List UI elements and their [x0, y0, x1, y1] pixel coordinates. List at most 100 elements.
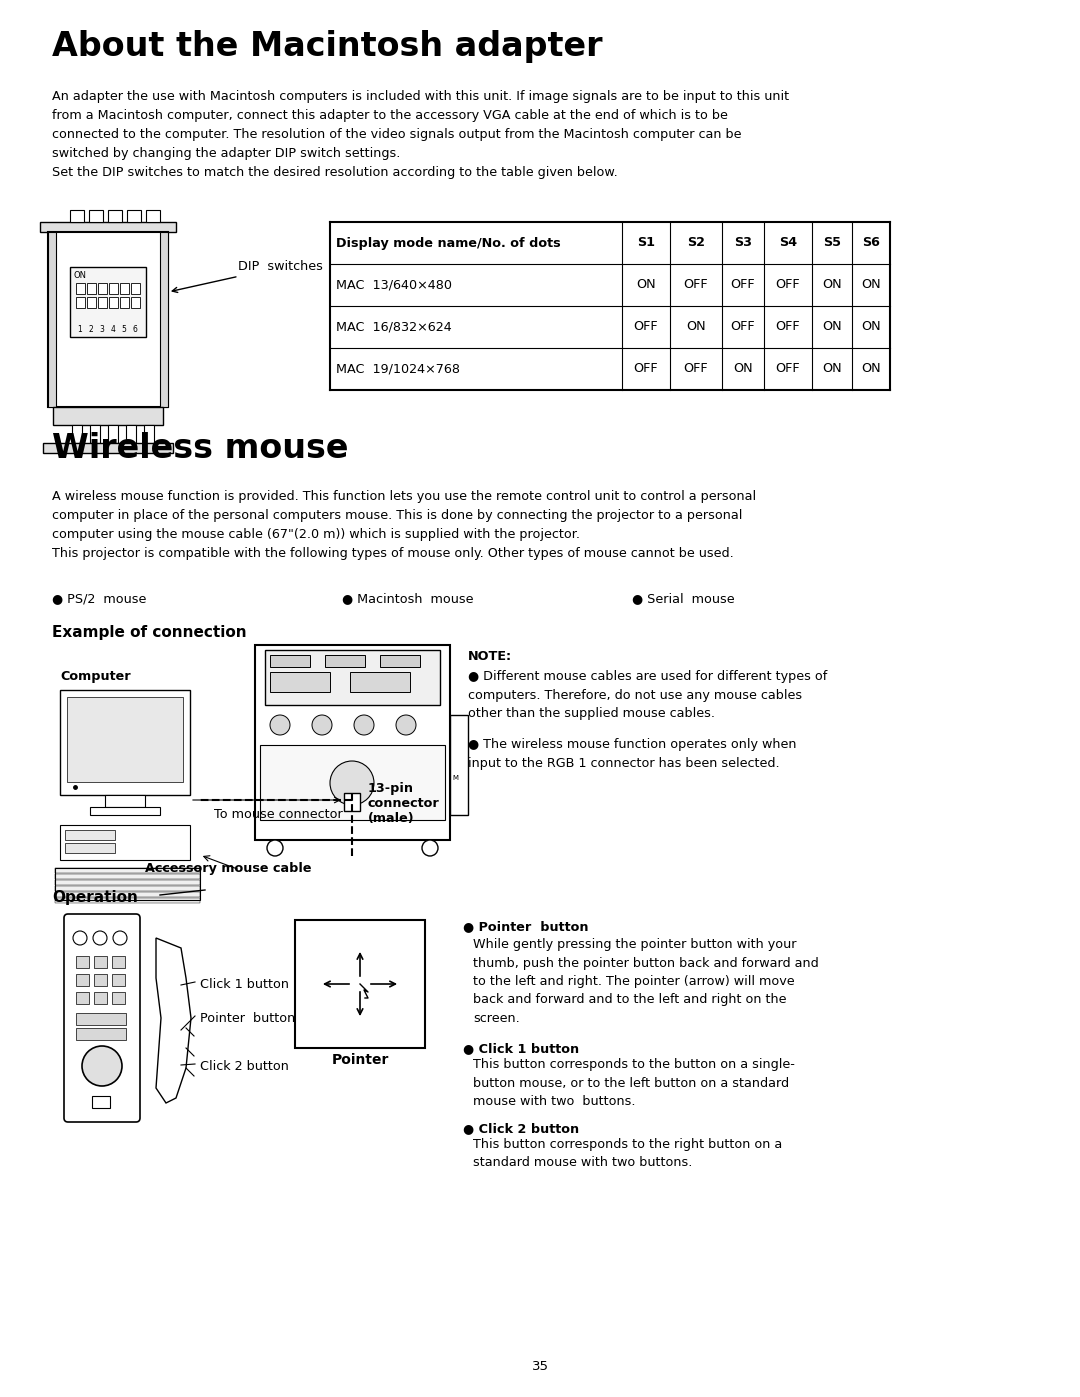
Bar: [108, 425, 118, 443]
Text: Pointer  button: Pointer button: [200, 1011, 295, 1025]
Bar: [450, 715, 468, 814]
Text: ● Pointer  button: ● Pointer button: [463, 921, 589, 933]
Polygon shape: [156, 937, 191, 1104]
Bar: [94, 974, 107, 986]
Bar: [295, 921, 426, 1048]
Bar: [270, 655, 310, 666]
Text: MAC  16/832×624: MAC 16/832×624: [336, 320, 451, 334]
Bar: [89, 210, 103, 222]
Text: ● Different mouse cables are used for different types of
computers. Therefore, d: ● Different mouse cables are used for di…: [468, 671, 827, 719]
Text: S6: S6: [862, 236, 880, 250]
Text: Wireless mouse: Wireless mouse: [52, 432, 349, 465]
Text: ON: ON: [733, 362, 753, 376]
Bar: [40, 222, 176, 232]
Bar: [325, 655, 365, 666]
Bar: [120, 298, 129, 307]
Text: 13-pin
connector
(male): 13-pin connector (male): [368, 782, 440, 826]
Circle shape: [330, 761, 374, 805]
Circle shape: [312, 715, 332, 735]
Text: 4: 4: [110, 326, 116, 334]
Bar: [55, 875, 200, 879]
Text: ON: ON: [636, 278, 656, 292]
Bar: [260, 745, 445, 820]
Text: 35: 35: [531, 1361, 549, 1373]
Bar: [350, 672, 410, 692]
Text: ● Macintosh  mouse: ● Macintosh mouse: [342, 592, 473, 605]
Circle shape: [73, 930, 87, 944]
Circle shape: [267, 840, 283, 856]
Bar: [109, 284, 118, 293]
Text: OFF: OFF: [634, 320, 659, 334]
Text: DIP  switches: DIP switches: [172, 260, 323, 292]
Text: S5: S5: [823, 236, 841, 250]
Text: ● The wireless mouse function operates only when
input to the RGB 1 connector ha: ● The wireless mouse function operates o…: [468, 738, 797, 770]
Bar: [76, 992, 89, 1004]
Text: ● PS/2  mouse: ● PS/2 mouse: [52, 592, 147, 605]
Circle shape: [396, 715, 416, 735]
Bar: [146, 210, 160, 222]
Bar: [265, 650, 440, 705]
Text: This button corresponds to the right button on a
standard mouse with two buttons: This button corresponds to the right but…: [473, 1139, 782, 1169]
Bar: [55, 868, 200, 873]
Bar: [112, 992, 125, 1004]
Circle shape: [93, 930, 107, 944]
Text: This button corresponds to the button on a single-
button mouse, or to the left : This button corresponds to the button on…: [473, 1058, 795, 1108]
Text: 2: 2: [89, 326, 93, 334]
Bar: [76, 1028, 126, 1039]
Text: OFF: OFF: [775, 320, 800, 334]
Text: Example of connection: Example of connection: [52, 624, 246, 640]
Bar: [53, 407, 163, 425]
Bar: [48, 232, 168, 407]
Text: ON: ON: [822, 278, 841, 292]
Bar: [65, 830, 114, 840]
Bar: [98, 284, 107, 293]
Text: ● Click 2 button: ● Click 2 button: [463, 1122, 579, 1134]
Bar: [112, 956, 125, 968]
Bar: [87, 284, 96, 293]
Bar: [270, 672, 330, 692]
Text: OFF: OFF: [634, 362, 659, 376]
Bar: [60, 690, 190, 795]
Bar: [127, 210, 141, 222]
Bar: [60, 826, 190, 861]
Text: ● Serial  mouse: ● Serial mouse: [632, 592, 734, 605]
Bar: [76, 298, 85, 307]
Text: Click 2 button: Click 2 button: [200, 1060, 288, 1073]
Bar: [90, 807, 160, 814]
Text: Pointer: Pointer: [332, 1053, 389, 1067]
Bar: [160, 232, 168, 407]
Text: 1: 1: [78, 326, 82, 334]
Text: Accessory mouse cable: Accessory mouse cable: [145, 862, 311, 875]
Text: OFF: OFF: [775, 362, 800, 376]
Circle shape: [113, 930, 127, 944]
Text: OFF: OFF: [731, 278, 755, 292]
Bar: [108, 210, 122, 222]
Bar: [76, 284, 85, 293]
Bar: [105, 795, 145, 807]
Bar: [90, 425, 100, 443]
Bar: [98, 298, 107, 307]
Bar: [76, 974, 89, 986]
Text: An adapter the use with Macintosh computers is included with this unit. If image: An adapter the use with Macintosh comput…: [52, 89, 789, 179]
Bar: [345, 793, 360, 812]
Bar: [94, 956, 107, 968]
Bar: [112, 974, 125, 986]
Text: While gently pressing the pointer button with your
thumb, push the pointer butto: While gently pressing the pointer button…: [473, 937, 819, 1025]
Text: ● Click 1 button: ● Click 1 button: [463, 1042, 579, 1055]
Bar: [87, 298, 96, 307]
Bar: [131, 284, 140, 293]
Text: S3: S3: [734, 236, 752, 250]
Text: Click 1 button: Click 1 button: [200, 978, 289, 990]
Bar: [55, 880, 200, 886]
Bar: [70, 267, 146, 337]
Text: S2: S2: [687, 236, 705, 250]
Circle shape: [354, 715, 374, 735]
Bar: [55, 893, 200, 897]
Text: MAC  13/640×480: MAC 13/640×480: [336, 278, 453, 292]
Bar: [65, 842, 114, 854]
Text: ON: ON: [686, 320, 706, 334]
Text: About the Macintosh adapter: About the Macintosh adapter: [52, 29, 603, 63]
Bar: [43, 443, 173, 453]
Bar: [72, 425, 82, 443]
Bar: [76, 956, 89, 968]
